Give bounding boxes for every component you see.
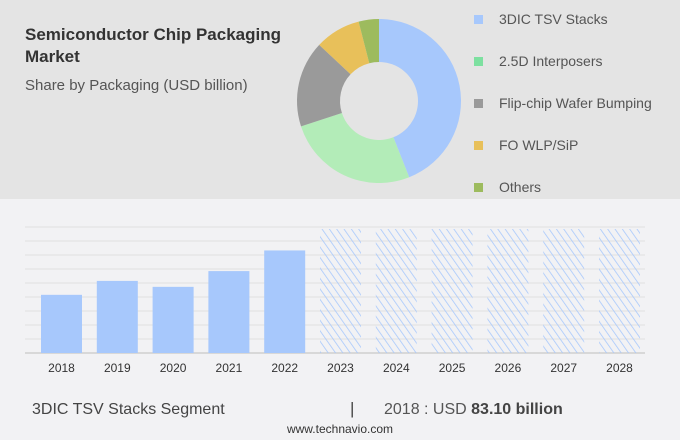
x-tick-label: 2020: [160, 361, 187, 375]
segment-label: 3DIC TSV Stacks Segment: [32, 401, 225, 418]
chart-title: Semiconductor Chip Packaging Market: [25, 25, 281, 66]
legend-item: Flip-chip Wafer Bumping: [474, 95, 652, 111]
legend-swatch: [474, 140, 483, 150]
x-tick-label: 2022: [271, 361, 298, 375]
forecast-bar-2024: [375, 229, 417, 353]
x-tick-label: 2028: [606, 361, 633, 375]
forecast-bar-2028: [599, 229, 640, 353]
bar-2022: [264, 250, 306, 353]
bar-2021: [208, 271, 250, 353]
forecast-bar-2025: [431, 229, 473, 353]
source-url: www.technavio.com: [286, 422, 394, 436]
x-tick-label: 2027: [550, 361, 577, 375]
separator: |: [350, 399, 355, 418]
donut-slice-4: [358, 19, 379, 64]
legend-swatch: [474, 14, 483, 24]
legend-item: 2.5D Interposers: [474, 53, 603, 69]
forecast-bar-2023: [320, 229, 361, 353]
legend-label: Others: [499, 179, 542, 195]
x-tick-label: 2025: [439, 361, 466, 375]
legend-label: Flip-chip Wafer Bumping: [499, 95, 652, 111]
legend-swatch: [474, 56, 483, 66]
forecast-bar-2026: [487, 229, 529, 353]
forecast-bar-2027: [543, 229, 585, 353]
legend-label: FO WLP/SiP: [499, 137, 579, 153]
legend-item: FO WLP/SiP: [474, 137, 578, 153]
x-tick-label: 2021: [216, 361, 243, 375]
bar-2019: [96, 280, 138, 353]
chart-subtitle: Share by Packaging (USD billion): [25, 77, 248, 94]
legend-item: Others: [474, 179, 541, 195]
year-label: 2018 : USD: [384, 401, 472, 418]
legend-swatch: [474, 98, 483, 108]
donut-slice-2: [297, 44, 351, 127]
legend-label: 3DIC TSV Stacks: [499, 11, 608, 27]
x-tick-label: 2026: [495, 361, 522, 375]
x-tick-label: 2023: [327, 361, 354, 375]
legend-label: 2.5D Interposers: [499, 53, 603, 69]
donut-slice-0: [379, 19, 461, 178]
donut-slice-3: [319, 21, 370, 75]
bar-2020: [152, 286, 194, 353]
bar-2018: [41, 294, 82, 353]
x-tick-label: 2019: [104, 361, 131, 375]
segment-value: 2018 : USD 83.10 billion: [384, 401, 563, 419]
value-label: 83.10 billion: [471, 401, 563, 418]
donut-slice-1: [301, 113, 410, 183]
legend-swatch: [474, 182, 483, 192]
x-tick-label: 2018: [48, 361, 75, 375]
x-tick-label: 2024: [383, 361, 410, 375]
legend-item: 3DIC TSV Stacks: [474, 11, 608, 27]
